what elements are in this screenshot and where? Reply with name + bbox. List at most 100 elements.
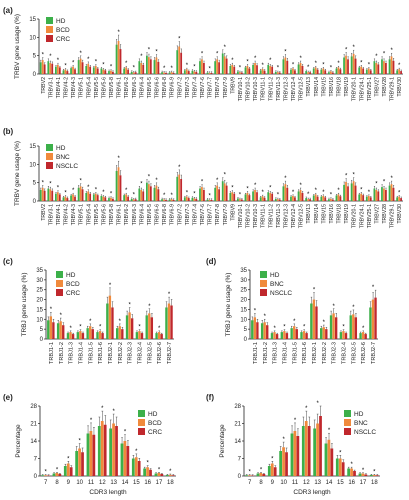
legend-label: CRC — [66, 290, 80, 297]
bar-nsclc — [364, 474, 368, 476]
legend-label: NSCLC — [270, 290, 292, 297]
x-tick-label: TRBV18 — [337, 204, 343, 224]
significance-star: * — [133, 193, 136, 199]
bar-bnc — [293, 326, 296, 339]
y-axis-title: TRBJ gene usage (%) — [225, 273, 232, 337]
bar-crc — [233, 66, 236, 74]
bar-crc — [103, 424, 107, 476]
x-tick-label: TRBV2 — [41, 204, 47, 221]
x-tick-label: TRBJ1-4 — [282, 342, 288, 364]
bar-hd — [97, 426, 101, 476]
significance-star: * — [78, 439, 81, 445]
y-tick-label: 0 — [244, 337, 248, 343]
significance-star: * — [117, 156, 120, 162]
bar-crc — [203, 63, 205, 74]
chart-panel-5: (f)07142128Percentage*7*8*9*10*11*12*13*… — [206, 393, 380, 496]
bar-hd — [154, 473, 158, 476]
significance-star: * — [383, 180, 386, 186]
legend-label: BNC — [354, 420, 368, 427]
bar-nsclc — [331, 199, 334, 201]
bar-hd — [328, 72, 330, 74]
bar-nsclc — [309, 199, 311, 201]
significance-star: * — [390, 48, 393, 54]
bar-bcd — [123, 441, 127, 476]
bar-hd — [120, 443, 124, 476]
x-tick-label: TRBV29-1 — [390, 77, 396, 101]
significance-star: * — [293, 319, 296, 325]
bar-hd — [260, 323, 264, 339]
bar-hd — [381, 59, 383, 74]
bar-crc — [331, 72, 334, 74]
bar-hd — [365, 69, 368, 74]
bar-hd — [251, 320, 254, 339]
significance-star: * — [260, 467, 263, 473]
y-tick-label: 5 — [244, 327, 248, 333]
y-tick-label: 0 — [34, 474, 38, 480]
bar-nsclc — [43, 190, 46, 201]
y-tick-label: 10 — [29, 162, 36, 168]
x-tick-label: TRBV5-8 — [109, 77, 115, 98]
x-tick-label: TRBJ2-6 — [157, 342, 163, 364]
bar-nsclc — [325, 329, 328, 339]
x-tick-label: TRBV6-2 — [124, 77, 130, 98]
legend-label: HD — [354, 411, 364, 418]
bar-hd — [123, 195, 126, 201]
bar-bnc — [292, 195, 294, 201]
bar-crc — [392, 60, 395, 74]
bar-hd — [168, 199, 171, 201]
x-tick-label: TRBJ1-5 — [88, 342, 94, 364]
significance-star: * — [50, 307, 53, 313]
significance-star: * — [125, 188, 128, 194]
x-tick-label: TRBV14 — [314, 204, 320, 224]
bar-bnc — [304, 421, 308, 476]
bar-bnc — [102, 196, 105, 201]
significance-star: * — [262, 190, 265, 196]
significance-star: * — [283, 325, 286, 331]
bar-crc — [256, 65, 258, 74]
bar-hd — [320, 196, 323, 201]
bar-nsclc — [203, 190, 205, 201]
x-tick-label: TRBV27 — [374, 204, 380, 224]
significance-star: * — [186, 63, 189, 69]
x-tick-label: TRBV6-3 — [132, 204, 138, 225]
x-tick-label: 15 — [337, 480, 344, 486]
significance-star: * — [44, 470, 47, 476]
bar-hd — [100, 195, 103, 201]
bar-hd — [358, 67, 361, 74]
bar-bnc — [329, 198, 332, 201]
x-tick-label: TRBJ1-3 — [69, 342, 75, 364]
x-tick-label: TRBJ2-6 — [361, 342, 367, 364]
legend-label: HD — [148, 411, 158, 418]
bar-hd — [62, 197, 65, 201]
significance-star: * — [342, 325, 345, 331]
x-tick-label: TRBJ1-6 — [98, 342, 104, 364]
bar-bnc — [147, 184, 150, 201]
bar-nsclc — [263, 197, 266, 201]
significance-star: * — [375, 181, 378, 187]
significance-star: * — [398, 191, 401, 197]
bar-crc — [92, 434, 96, 476]
x-tick-label: TRBV7-6 — [200, 77, 206, 98]
bar-nsclc — [278, 199, 281, 201]
x-tick-label: TRBV6-4 — [139, 204, 145, 225]
x-tick-label: TRBJ2-3 — [128, 342, 134, 364]
significance-star: * — [277, 193, 280, 199]
bar-hd — [92, 67, 95, 74]
bar-nsclc — [354, 185, 357, 201]
legend-swatch — [56, 280, 63, 287]
bar-hd — [138, 188, 141, 201]
panel-label: (e) — [3, 393, 13, 402]
bar-hd — [320, 69, 323, 74]
significance-star: * — [163, 193, 166, 199]
y-tick-label: 0 — [238, 474, 242, 480]
bar-crc — [278, 72, 281, 74]
legend-swatch — [46, 153, 53, 160]
bar-nsclc — [262, 474, 266, 476]
y-tick-label: 28 — [30, 404, 37, 410]
x-tick-label: TRBV10-1 — [238, 204, 244, 228]
x-tick-label: TRBV15 — [321, 204, 327, 224]
bar-bcd — [66, 463, 70, 476]
bar-hd — [347, 468, 350, 476]
bar-nsclc — [324, 197, 327, 201]
bar-bnc — [337, 194, 340, 201]
